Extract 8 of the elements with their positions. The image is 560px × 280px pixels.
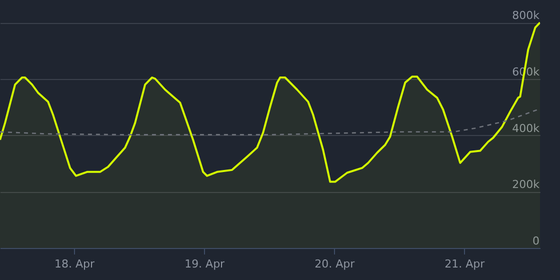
x-tick-label: 20. Apr — [314, 258, 356, 270]
x-tick-label: 18. Apr — [54, 258, 96, 270]
x-tick-label: 19. Apr — [184, 258, 226, 270]
y-tick-label: 200k — [512, 178, 540, 192]
y-tick-label: 0 — [532, 234, 540, 248]
y-tick-label: 400k — [512, 122, 540, 135]
y-tick-label: 800k — [512, 9, 540, 22]
x-tick-label: 21. Apr — [444, 258, 486, 270]
